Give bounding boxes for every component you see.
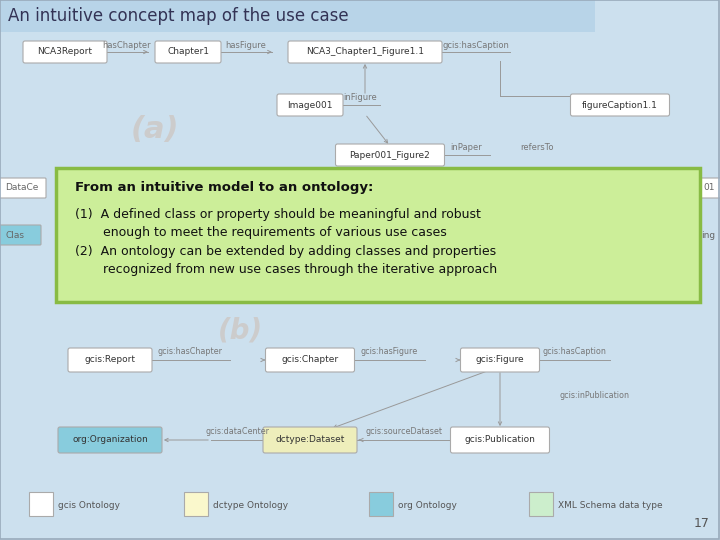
Text: 01: 01 [703, 184, 715, 192]
Text: (a): (a) [131, 116, 179, 145]
FancyBboxPatch shape [0, 178, 46, 198]
Text: hasChapter: hasChapter [102, 40, 150, 50]
Text: gcis:hasChapter: gcis:hasChapter [158, 348, 223, 356]
FancyBboxPatch shape [0, 0, 595, 32]
FancyBboxPatch shape [369, 492, 393, 516]
Text: gcis:hasCaption: gcis:hasCaption [542, 348, 606, 356]
Text: dctype:Dataset: dctype:Dataset [275, 435, 345, 444]
FancyBboxPatch shape [29, 492, 53, 516]
Text: Clas: Clas [5, 231, 24, 240]
FancyBboxPatch shape [58, 427, 162, 453]
Text: 17: 17 [694, 517, 710, 530]
Text: Paper001_Figure2: Paper001_Figure2 [350, 151, 431, 159]
Text: XML Schema data type: XML Schema data type [558, 501, 662, 510]
Text: gcis:dataCenter: gcis:dataCenter [206, 428, 270, 436]
Text: Chapter1: Chapter1 [167, 48, 209, 57]
Text: (1)  A defined class or property should be meaningful and robust
       enough t: (1) A defined class or property should b… [75, 208, 481, 239]
Text: figureCaption1.1: figureCaption1.1 [582, 100, 658, 110]
Text: Image001: Image001 [287, 100, 333, 110]
Text: From an intuitive model to an ontology:: From an intuitive model to an ontology: [75, 181, 374, 194]
Text: (2)  An ontology can be extended by adding classes and properties
       recogni: (2) An ontology can be extended by addin… [75, 245, 497, 276]
FancyBboxPatch shape [266, 348, 354, 372]
FancyBboxPatch shape [277, 94, 343, 116]
Text: gcis:Report: gcis:Report [84, 355, 135, 364]
Text: gcis:hasFigure: gcis:hasFigure [361, 348, 418, 356]
Text: gcis:hasCaption: gcis:hasCaption [442, 40, 509, 50]
FancyBboxPatch shape [56, 168, 700, 302]
Text: dctype Ontology: dctype Ontology [213, 501, 288, 510]
FancyBboxPatch shape [451, 427, 549, 453]
FancyBboxPatch shape [461, 348, 539, 372]
Text: inPaper: inPaper [450, 144, 482, 152]
FancyBboxPatch shape [0, 225, 41, 245]
Text: org:Organization: org:Organization [72, 435, 148, 444]
Text: gcis Ontology: gcis Ontology [58, 501, 120, 510]
FancyBboxPatch shape [184, 492, 208, 516]
FancyBboxPatch shape [684, 178, 720, 198]
Text: NCA3_Chapter1_Figure1.1: NCA3_Chapter1_Figure1.1 [306, 48, 424, 57]
Text: DataCe: DataCe [5, 184, 38, 192]
Text: gcis:Publication: gcis:Publication [464, 435, 536, 444]
FancyBboxPatch shape [529, 492, 553, 516]
FancyBboxPatch shape [23, 41, 107, 63]
FancyBboxPatch shape [336, 144, 444, 166]
Text: ing: ing [701, 231, 715, 240]
FancyBboxPatch shape [155, 41, 221, 63]
FancyBboxPatch shape [68, 348, 152, 372]
Text: gcis:inPublication: gcis:inPublication [560, 390, 630, 400]
Text: gcis:Chapter: gcis:Chapter [282, 355, 338, 364]
Text: refersTo: refersTo [520, 144, 554, 152]
Text: (b): (b) [217, 316, 263, 344]
FancyBboxPatch shape [263, 427, 357, 453]
Text: org Ontology: org Ontology [398, 501, 457, 510]
Text: hasFigure: hasFigure [225, 40, 266, 50]
Text: NCA3Report: NCA3Report [37, 48, 92, 57]
FancyBboxPatch shape [570, 94, 670, 116]
Text: An intuitive concept map of the use case: An intuitive concept map of the use case [8, 7, 348, 25]
FancyBboxPatch shape [288, 41, 442, 63]
Text: inFigure: inFigure [343, 93, 377, 103]
Text: gcis:Figure: gcis:Figure [476, 355, 524, 364]
Text: gcis:sourceDataset: gcis:sourceDataset [366, 428, 443, 436]
